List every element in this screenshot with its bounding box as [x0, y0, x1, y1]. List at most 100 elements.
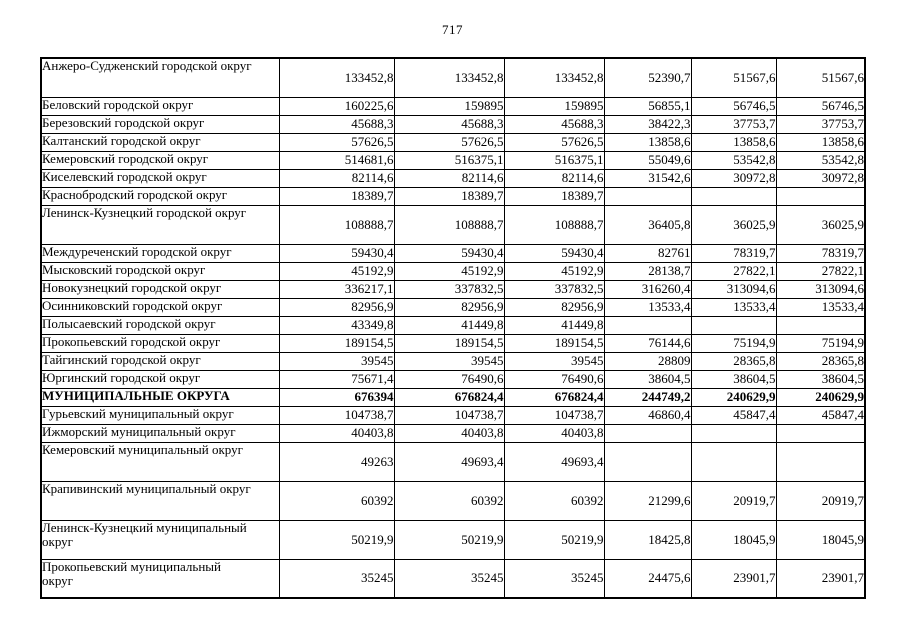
value-cell: 59430,4 [278, 243, 395, 263]
value-cell: 159895 [503, 96, 605, 116]
value-cell: 189154,5 [503, 333, 605, 353]
district-name-cell: Березовский городской округ [40, 114, 280, 134]
value-cell: 23901,7 [690, 558, 777, 599]
value-cell: 51567,6 [775, 57, 866, 98]
table-row: Ижморский муниципальный округ 40403,8 4040… [40, 423, 866, 443]
district-name-cell: Юргинский городской округ [40, 369, 280, 389]
district-name-cell: Анжеро-Судженский городской округ [40, 57, 280, 98]
value-cell: 240629,9 [690, 387, 777, 407]
value-cell: 75671,4 [278, 369, 395, 389]
value-cell: 36405,8 [603, 204, 692, 245]
value-cell: 31542,6 [603, 168, 692, 188]
value-cell: 78319,7 [775, 243, 866, 263]
table-row: Анжеро-Судженский городской округ 133452,… [40, 57, 866, 98]
value-cell: 55049,6 [603, 150, 692, 170]
value-cell: 82956,9 [393, 297, 505, 317]
value-cell [690, 423, 777, 443]
value-cell: 59430,4 [393, 243, 505, 263]
value-cell: 13858,6 [775, 132, 866, 152]
value-cell: 104738,7 [278, 405, 395, 425]
value-cell: 45688,3 [393, 114, 505, 134]
value-cell: 18425,8 [603, 519, 692, 560]
value-cell: 41449,8 [393, 315, 505, 335]
district-name-cell: Кемеровский городской округ [40, 150, 280, 170]
table-row: Краснобродский городской округ 18389,7 183… [40, 186, 866, 206]
table-row: Новокузнецкий городской округ 336217,1 337… [40, 279, 866, 299]
value-cell: 56746,5 [775, 96, 866, 116]
value-cell: 159895 [393, 96, 505, 116]
value-cell [603, 441, 692, 482]
value-cell: 13533,4 [603, 297, 692, 317]
value-cell [775, 441, 866, 482]
value-cell: 35245 [503, 558, 605, 599]
value-cell: 49693,4 [393, 441, 505, 482]
value-cell: 49693,4 [503, 441, 605, 482]
value-cell: 45688,3 [278, 114, 395, 134]
table-row: Киселевский городской округ 82114,6 82114,… [40, 168, 866, 188]
district-name-cell: Гурьевский муниципальный округ [40, 405, 280, 425]
district-name-cell: Новокузнецкий городской округ [40, 279, 280, 299]
value-cell: 516375,1 [393, 150, 505, 170]
value-cell: 38604,5 [603, 369, 692, 389]
table-row: Гурьевский муниципальный округ 104738,7 10… [40, 405, 866, 425]
table-row: Мысковский городской округ 45192,9 45192,9… [40, 261, 866, 281]
value-cell: 39545 [278, 351, 395, 371]
value-cell: 13533,4 [775, 297, 866, 317]
value-cell: 18389,7 [278, 186, 395, 206]
value-cell [603, 315, 692, 335]
value-cell: 43349,8 [278, 315, 395, 335]
table-row: Тайгинский городской округ 39545 39545 3954… [40, 351, 866, 371]
table-row: Ленинск-Кузнецкий городской округ 108888,… [40, 204, 866, 245]
value-cell: 50219,9 [503, 519, 605, 560]
value-cell: 30972,8 [690, 168, 777, 188]
value-cell [690, 315, 777, 335]
value-cell: 45847,4 [690, 405, 777, 425]
table-row: Крапивинский муниципальный округ 60392 603… [40, 480, 866, 521]
value-cell: 189154,5 [278, 333, 395, 353]
value-cell: 160225,6 [278, 96, 395, 116]
value-cell: 38422,3 [603, 114, 692, 134]
table-row: Прокопьевский городской округ 189154,5 189… [40, 333, 866, 353]
table-row: Прокопьевский муниципальный округ 35245 35… [40, 558, 866, 599]
value-cell: 82114,6 [393, 168, 505, 188]
table-row: Юргинский городской округ 75671,4 76490,6 7… [40, 369, 866, 389]
value-cell: 313094,6 [775, 279, 866, 299]
value-cell: 60392 [503, 480, 605, 521]
value-cell: 13858,6 [690, 132, 777, 152]
value-cell: 36025,9 [690, 204, 777, 245]
value-cell: 39545 [503, 351, 605, 371]
value-cell [775, 186, 866, 206]
value-cell: 37753,7 [690, 114, 777, 134]
value-cell: 23901,7 [775, 558, 866, 599]
district-name-cell: Междуреченский городской округ [40, 243, 280, 263]
table-row: Калтанский городской округ 57626,5 57626,5… [40, 132, 866, 152]
value-cell: 676824,4 [393, 387, 505, 407]
value-cell: 30972,8 [775, 168, 866, 188]
value-cell: 189154,5 [393, 333, 505, 353]
value-cell: 53542,8 [775, 150, 866, 170]
value-cell: 676824,4 [503, 387, 605, 407]
value-cell: 244749,2 [603, 387, 692, 407]
value-cell: 337832,5 [503, 279, 605, 299]
district-name-cell: Калтанский городской округ [40, 132, 280, 152]
table-row: Кемеровский городской округ 514681,6 51637… [40, 150, 866, 170]
district-name-cell: Прокопьевский муниципальный округ [40, 558, 280, 599]
value-cell: 75194,9 [775, 333, 866, 353]
district-name-cell: Прокопьевский городской округ [40, 333, 280, 353]
value-cell: 27822,1 [690, 261, 777, 281]
table-row: Осинниковский городской округ 82956,9 8295… [40, 297, 866, 317]
value-cell: 108888,7 [393, 204, 505, 245]
value-cell: 57626,5 [503, 132, 605, 152]
value-cell: 45192,9 [503, 261, 605, 281]
value-cell: 46860,4 [603, 405, 692, 425]
table-row: Беловский городской округ 160225,6 159895 1… [40, 96, 866, 116]
value-cell: 18045,9 [775, 519, 866, 560]
value-cell: 20919,7 [775, 480, 866, 521]
value-cell: 28365,8 [775, 351, 866, 371]
value-cell [775, 423, 866, 443]
value-cell: 76490,6 [393, 369, 505, 389]
value-cell: 40403,8 [503, 423, 605, 443]
value-cell: 57626,5 [393, 132, 505, 152]
value-cell: 108888,7 [503, 204, 605, 245]
value-cell: 18045,9 [690, 519, 777, 560]
